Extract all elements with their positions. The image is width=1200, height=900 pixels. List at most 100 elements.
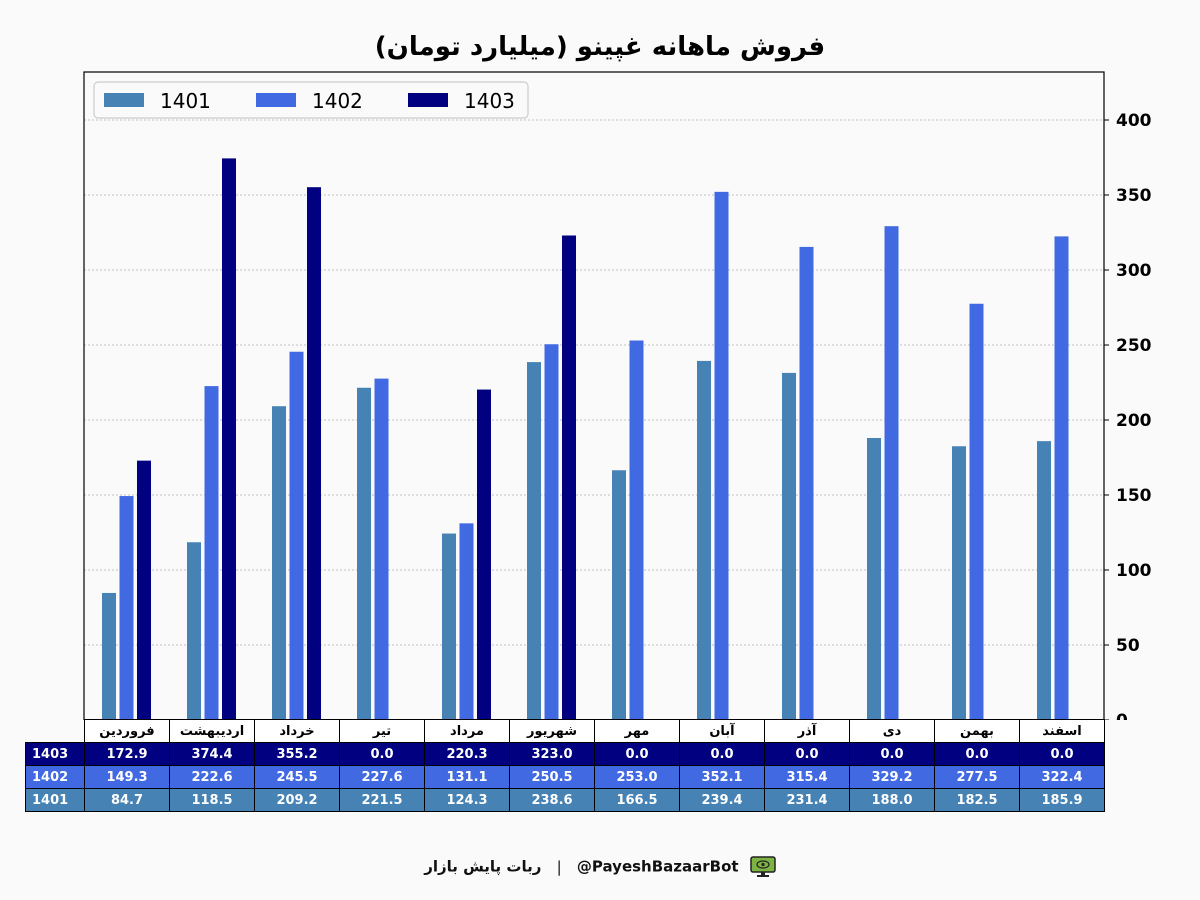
bar-1401-2 [187, 542, 201, 720]
table-cell: 323.0 [509, 742, 595, 766]
table-row-1401: 1401 84.7 118.5 209.2 221.5 124.3 238.6 166.5 23… [25, 788, 1105, 812]
table-header-cell-11: بهمن [934, 719, 1020, 743]
table-row-1403: 1403 172.9 374.4 355.2 0.0 220.3 323.0 0.0 0.0 0.… [25, 742, 1105, 766]
table-header-cell-8: آبان [679, 719, 765, 743]
y-tick-label: 250 [1116, 336, 1152, 356]
table-cell: 355.2 [254, 742, 340, 766]
table-cell: 185.9 [1019, 788, 1105, 812]
y-tick-label: 350 [1116, 186, 1152, 206]
table-cell: 239.4 [679, 788, 765, 812]
bar-1403-1 [137, 460, 151, 720]
bot-name: ربات پایش بازار [424, 857, 542, 876]
bar-1401-3 [272, 406, 286, 720]
table-header-cell-2: اردیبهشت [169, 719, 255, 743]
table-header-cell-7: مهر [594, 719, 680, 743]
table-cell: 209.2 [254, 788, 340, 812]
table-header-cell-4: تیر [339, 719, 425, 743]
bar-1403-5 [477, 389, 491, 720]
table-cell: 0.0 [764, 742, 850, 766]
table-cell: 352.1 [679, 765, 765, 789]
table-cell: 238.6 [509, 788, 595, 812]
bar-1401-6 [527, 362, 541, 720]
table-cell: 0.0 [1019, 742, 1105, 766]
table-row-label: 1401 [25, 788, 85, 812]
table-row-label: 1402 [25, 765, 85, 789]
bar-1402-8 [714, 191, 729, 720]
table-cell: 322.4 [1019, 765, 1105, 789]
table-header-cell-5: مرداد [424, 719, 510, 743]
legend-label-1403: 1403 [464, 89, 515, 113]
table-cell: 253.0 [594, 765, 680, 789]
footer-separator: | [556, 857, 562, 876]
y-tick-label: 300 [1116, 261, 1152, 281]
table-cell: 221.5 [339, 788, 425, 812]
table-cell: 277.5 [934, 765, 1020, 789]
table-header-cell-10: دی [849, 719, 935, 743]
plot-border [83, 71, 1105, 720]
data-table: فروردین اردیبهشت خرداد تیر مرداد شهریور مهر آبا… [25, 719, 1105, 812]
bar-1401-5 [442, 533, 456, 720]
plot-area [84, 72, 1104, 720]
table-cell: 0.0 [934, 742, 1020, 766]
bar-1402-1 [119, 496, 134, 720]
bar-1403-3 [307, 187, 321, 720]
table-cell: 315.4 [764, 765, 850, 789]
legend-swatch-1401 [104, 93, 144, 107]
table-header-cell-3: خرداد [254, 719, 340, 743]
bar-1401-12 [1037, 441, 1051, 720]
table-cell: 131.1 [424, 765, 510, 789]
table-header-row: فروردین اردیبهشت خرداد تیر مرداد شهریور مهر آبا… [26, 719, 1105, 743]
table-header-cell-12: اسفند [1019, 719, 1105, 743]
table-row-1402: 1402 149.3 222.6 245.5 227.6 131.1 250.5 253.0 3… [25, 765, 1105, 789]
bar-1401-7 [612, 470, 626, 720]
y-tick-label: 150 [1116, 486, 1152, 506]
bar-1402-3 [289, 351, 304, 720]
bar-1401-9 [782, 372, 796, 720]
bar-1402-10 [884, 226, 899, 720]
table-cell: 231.4 [764, 788, 850, 812]
legend-swatch-1402 [256, 93, 296, 107]
y-tick-label: 100 [1116, 561, 1152, 581]
table-cell: 0.0 [339, 742, 425, 766]
table-row-label: 1403 [25, 742, 85, 766]
legend-label-1402: 1402 [312, 89, 363, 113]
table-cell: 220.3 [424, 742, 510, 766]
table-cell: 84.7 [84, 788, 170, 812]
table-cell: 172.9 [84, 742, 170, 766]
table-cell: 124.3 [424, 788, 510, 812]
legend-label-1401: 1401 [160, 89, 211, 113]
bar-1402-9 [799, 246, 814, 720]
bot-handle: @PayeshBazaarBot [576, 857, 739, 876]
bar-1402-5 [459, 523, 474, 720]
table-cell: 245.5 [254, 765, 340, 789]
bar-1403-6 [562, 235, 576, 720]
table-cell: 250.5 [509, 765, 595, 789]
table-corner [26, 720, 85, 743]
table-cell: 182.5 [934, 788, 1020, 812]
bar-1402-7 [629, 340, 644, 720]
bar-1402-12 [1054, 236, 1069, 720]
chart-title: فروش ماهانه غپینو (میلیارد تومان) [374, 32, 826, 62]
bar-chart: 0 50 100 150 200 250 300 350 400 1401 1402 1403 [83, 71, 1152, 720]
table-cell: 329.2 [849, 765, 935, 789]
footer: ربات پایش بازار | @PayeshBazaarBot [0, 856, 1200, 878]
table-header-cell-9: آذر [764, 719, 850, 743]
bar-1401-8 [697, 360, 711, 720]
table-header-cell-1: فروردین [84, 719, 170, 743]
y-tick-label: 400 [1116, 111, 1152, 131]
bar-1402-4 [374, 378, 389, 720]
table-cell: 0.0 [679, 742, 765, 766]
table-cell: 166.5 [594, 788, 680, 812]
table-cell: 222.6 [169, 765, 255, 789]
table-cell: 188.0 [849, 788, 935, 812]
legend-swatch-1403 [408, 93, 448, 107]
legend [93, 81, 529, 119]
bar-1401-11 [952, 446, 966, 720]
bar-1401-4 [357, 387, 371, 720]
table-header-cell-6: شهریور [509, 719, 595, 743]
table-cell: 0.0 [849, 742, 935, 766]
table-cell: 149.3 [84, 765, 170, 789]
bar-1402-2 [204, 386, 219, 720]
y-tick-label: 50 [1116, 636, 1140, 656]
table-cell: 0.0 [594, 742, 680, 766]
